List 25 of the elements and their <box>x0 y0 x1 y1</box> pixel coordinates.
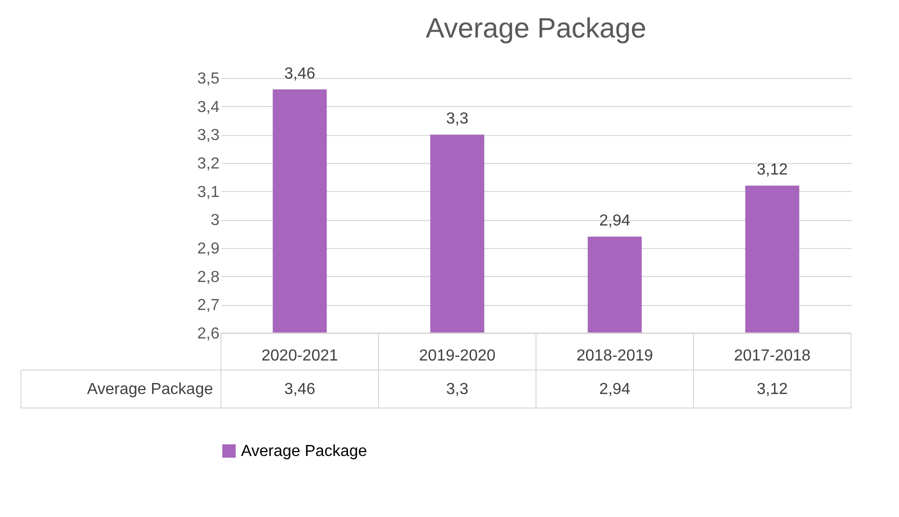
x-tick-label: 2020-2021 <box>261 348 338 364</box>
text: 2,94 <box>599 212 630 230</box>
y-tick-label: 3,1 <box>197 184 220 201</box>
data-label: 3,12 <box>756 381 788 398</box>
text: 3,46 <box>284 65 316 82</box>
x-tick-label: 2019-2020 <box>418 348 496 364</box>
y-tick-label: 3,5 <box>197 70 220 88</box>
text: Average Package <box>86 381 213 398</box>
data-label: 3,3 <box>446 381 468 398</box>
x-tick-label: 2017-2018 <box>734 348 811 364</box>
data-label: 3,46 <box>284 381 316 398</box>
y-tick-label: 3,2 <box>197 156 220 172</box>
data-label: 2,94 <box>599 381 630 398</box>
text: 3,3 <box>446 110 468 128</box>
legend-label: Average Package <box>241 443 368 460</box>
y-tick-label: 3,4 <box>197 98 220 116</box>
y-tick-label: 3 <box>210 212 220 230</box>
x-tick-label: 2018-2019 <box>576 348 654 364</box>
y-tick-label: 2,9 <box>197 240 220 258</box>
y-tick-label: 3,3 <box>197 127 220 144</box>
chart-title: Average Package <box>426 12 646 44</box>
y-tick-label: 2,8 <box>197 268 220 286</box>
text: 3,12 <box>756 162 788 179</box>
y-tick-label: 2,6 <box>197 326 220 342</box>
y-tick-label: 2,7 <box>197 297 220 314</box>
